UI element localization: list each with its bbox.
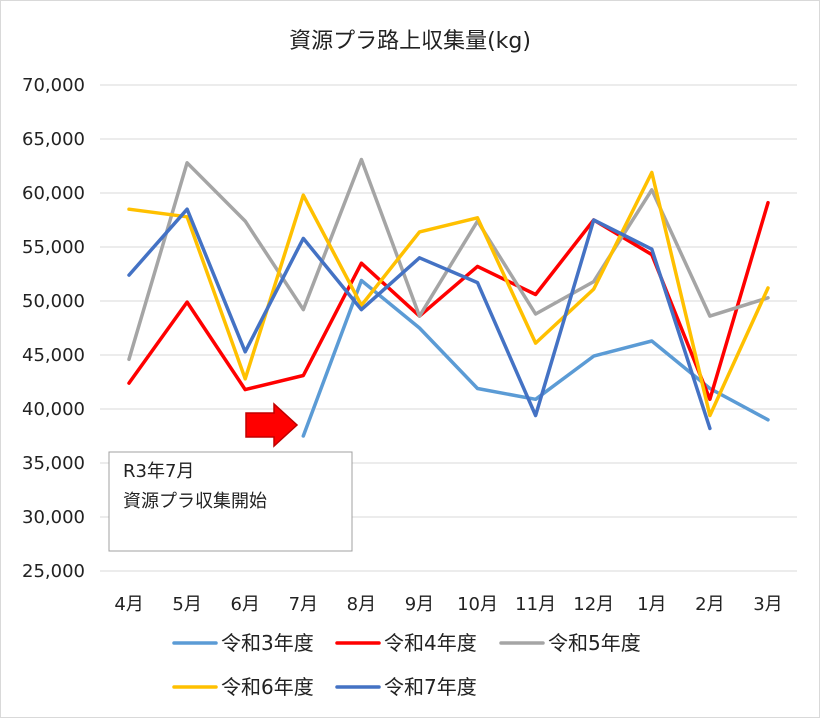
x-tick-label: 11月 — [515, 594, 556, 615]
x-tick-label: 2月 — [695, 594, 724, 615]
x-tick-label: 8月 — [347, 594, 376, 615]
annotation-arrow-icon — [245, 402, 299, 448]
y-tick-label: 35,000 — [22, 453, 85, 474]
x-tick-label: 5月 — [172, 594, 201, 615]
x-tick-label: 3月 — [753, 594, 782, 615]
y-tick-label: 65,000 — [22, 129, 85, 150]
legend-label: 令和6年度 — [221, 675, 314, 699]
series-line — [127, 170, 770, 418]
annotation: R3年7月 資源プラ収集開始 — [108, 402, 353, 552]
y-tick-label: 55,000 — [22, 237, 85, 258]
annotation-box — [108, 451, 353, 552]
y-tick-label: 30,000 — [22, 507, 85, 528]
x-tick-label: 12月 — [573, 594, 614, 615]
x-tick-label: 4月 — [114, 594, 143, 615]
legend-label: 令和3年度 — [221, 631, 314, 655]
annotation-line-2: 資源プラ収集開始 — [123, 491, 267, 512]
x-tick-label: 1月 — [637, 594, 666, 615]
y-tick-label: 25,000 — [22, 561, 85, 582]
y-tick-label: 60,000 — [22, 183, 85, 204]
x-tick-label: 9月 — [405, 594, 434, 615]
series-lines — [127, 157, 770, 438]
legend-label: 令和7年度 — [384, 675, 477, 699]
annotation-line-1: R3年7月 — [123, 461, 194, 482]
y-axis-tick-labels: 25,000 30,000 35,000 40,000 45,000 50,000 55,0… — [22, 75, 85, 582]
y-tick-label: 50,000 — [22, 291, 85, 312]
x-tick-label: 7月 — [289, 594, 318, 615]
legend-label: 令和4年度 — [384, 631, 477, 655]
legend-label: 令和5年度 — [548, 631, 641, 655]
x-tick-label: 6月 — [230, 594, 259, 615]
y-tick-label: 45,000 — [22, 345, 85, 366]
y-tick-label: 40,000 — [22, 399, 85, 420]
series-line — [127, 207, 712, 431]
x-axis-tick-labels: 4月 5月 6月 7月 8月 9月 10月 11月 12月 1月 2月 3月 — [114, 594, 782, 615]
x-tick-label: 10月 — [457, 594, 498, 615]
y-tick-label: 70,000 — [22, 75, 85, 96]
chart-title: 資源プラ路上収集量(kg) — [289, 29, 531, 54]
